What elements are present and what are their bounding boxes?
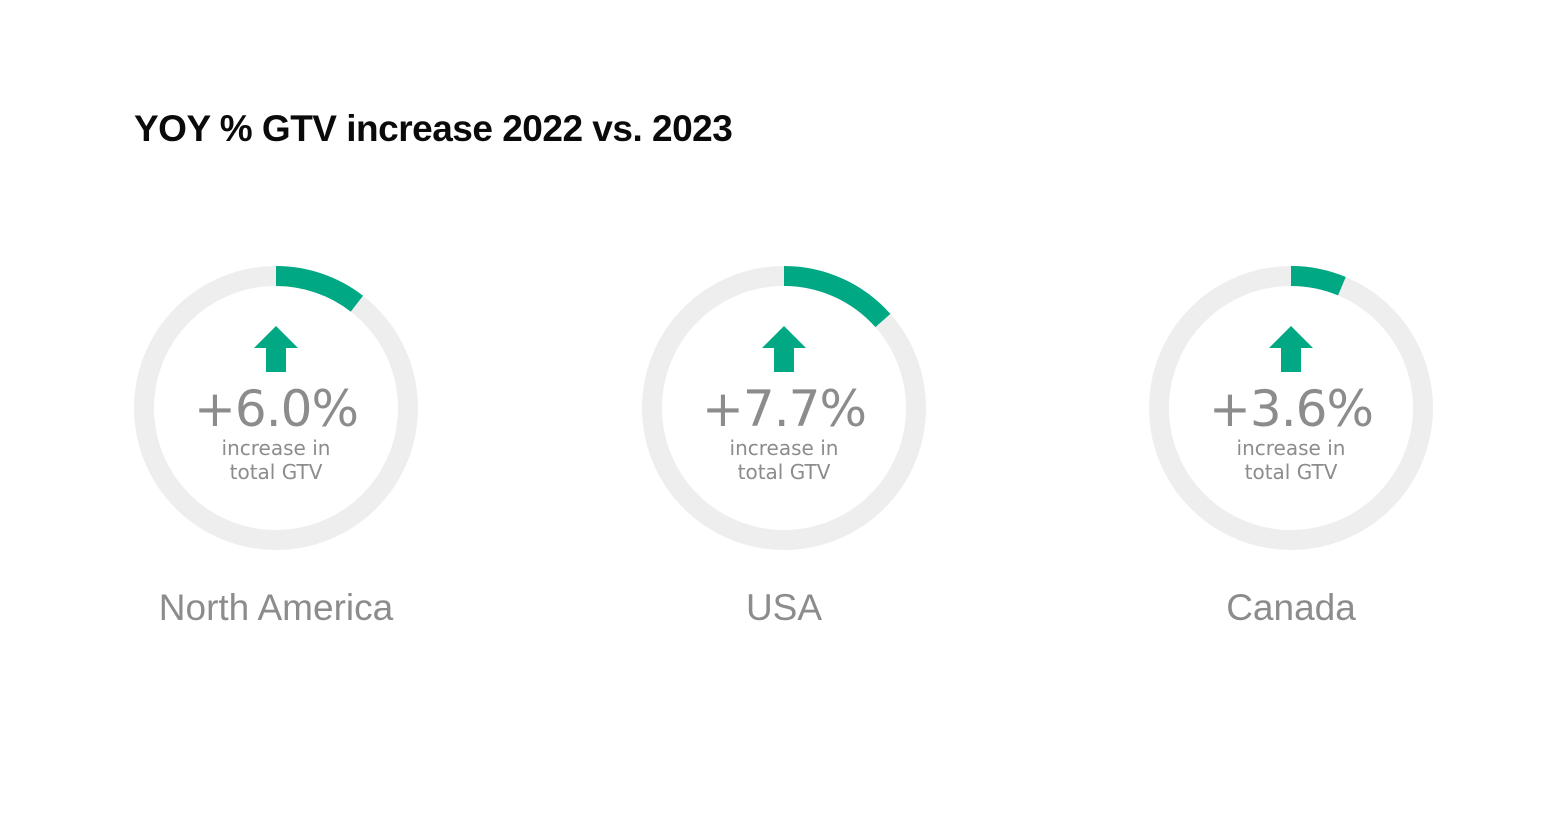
gauge-progress-arc — [783, 266, 891, 328]
arrow-up-icon — [254, 326, 298, 372]
arrow-up-icon — [1269, 326, 1313, 372]
region-label: North America — [158, 587, 394, 628]
percent-value: +6.0% — [194, 380, 359, 438]
percent-value: +7.7% — [702, 380, 867, 438]
gauge-card-canada: +3.6% increase in total GTV Canada — [1141, 260, 1441, 660]
gauge-progress-arc — [1290, 266, 1346, 296]
donut-gauge — [642, 266, 926, 550]
donut-gauge — [134, 266, 418, 550]
region-label: USA — [745, 587, 823, 628]
gauge-progress-arc — [275, 266, 364, 312]
percent-value: +3.6% — [1209, 380, 1374, 438]
chart-title: YOY % GTV increase 2022 vs. 2023 — [134, 108, 733, 149]
percent-caption: increase in total GTV — [1236, 436, 1346, 484]
percent-caption: increase in total GTV — [221, 436, 331, 484]
donut-gauge — [1149, 266, 1433, 550]
percent-caption: increase in total GTV — [729, 436, 839, 484]
gauge-card-north-america: +6.0% increase in total GTV North America — [126, 260, 426, 660]
gauge-card-usa: +7.7% increase in total GTV USA — [634, 260, 934, 660]
arrow-up-icon — [762, 326, 806, 372]
region-label: Canada — [1226, 587, 1356, 628]
